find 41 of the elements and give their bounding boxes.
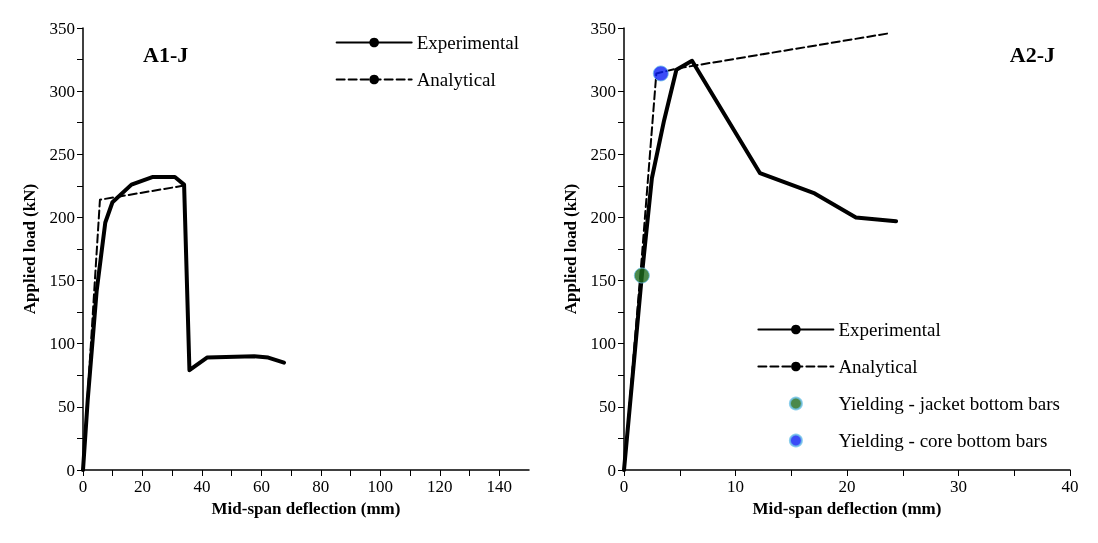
y-tick-label: 250 (49, 144, 75, 164)
legend-label: Analytical (416, 69, 496, 90)
x-tick-label: 40 (1061, 477, 1079, 496)
x-tick-label: 0 (619, 477, 629, 496)
x-tick-label: 20 (838, 477, 856, 496)
y-tick-label: 150 (590, 271, 616, 291)
y-tick-label: 0 (607, 460, 616, 480)
text: A1-J (143, 41, 189, 67)
y-tick-label: 150 (49, 271, 75, 291)
x-axis-title: Mid-span deflection (mm) (211, 499, 401, 518)
x-tick-label: 20 (133, 477, 151, 496)
x-tick-label: 100 (367, 477, 394, 496)
legend-label: Experimental (416, 32, 520, 53)
legend-label: Yielding - jacket bottom bars (838, 393, 1061, 414)
y-tick-label: 50 (58, 397, 75, 417)
text: A2-J (1009, 41, 1055, 67)
legend-label: Yielding - core bottom bars (838, 430, 1048, 451)
y-tick-label: 0 (66, 460, 75, 480)
legend-label: Experimental (838, 319, 941, 340)
x-tick-label: 30 (950, 477, 967, 496)
legend-label: Analytical (838, 356, 918, 377)
x-tick-label: 120 (427, 477, 453, 496)
y-axis-title: Applied load (kN) (20, 183, 39, 315)
y-tick-label: 100 (590, 334, 616, 354)
y-tick-label: 250 (590, 144, 616, 164)
y-tick-label: 100 (49, 334, 75, 354)
y-tick-label: 200 (590, 207, 616, 227)
x-tick-label: 0 (78, 477, 88, 496)
x-tick-label: 10 (727, 477, 744, 496)
y-axis-title: Applied load (kN) (561, 183, 580, 315)
y-tick-label: 350 (590, 18, 616, 38)
y-tick-label: 350 (49, 18, 75, 38)
y-tick-label: 300 (49, 81, 75, 101)
y-tick-label: 300 (590, 81, 616, 101)
x-tick-label: 60 (252, 477, 270, 496)
x-axis-title: Mid-span deflection (mm) (752, 499, 942, 518)
x-tick-label: 80 (312, 477, 330, 496)
x-tick-label: 40 (193, 477, 211, 496)
y-tick-label: 50 (599, 397, 616, 417)
x-tick-label: 140 (486, 477, 513, 496)
y-tick-label: 200 (49, 207, 75, 227)
